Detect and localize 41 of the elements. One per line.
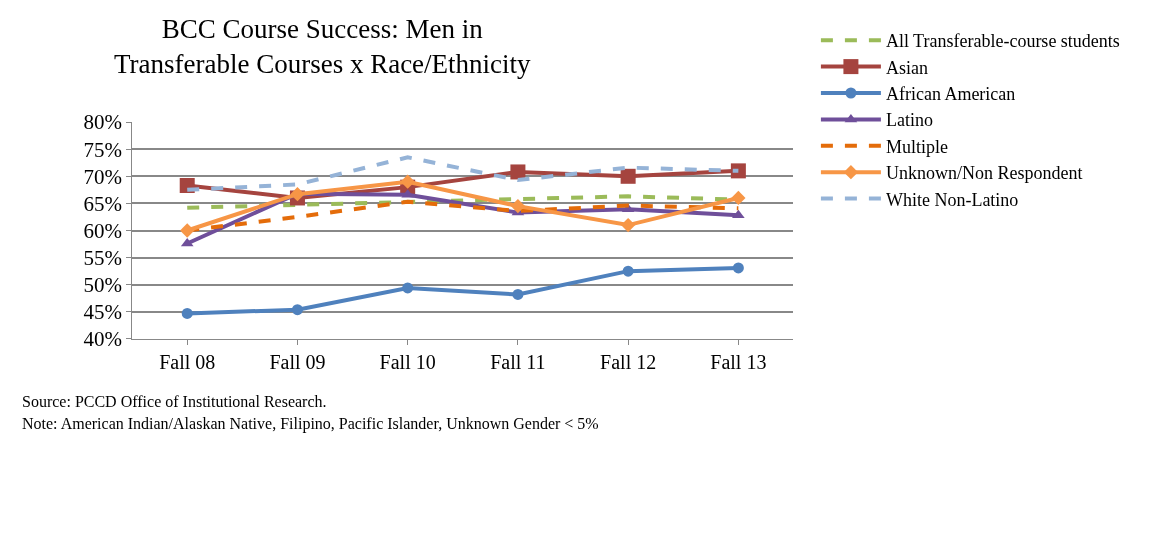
x-tick-label: Fall 09: [269, 350, 326, 373]
x-tick-label: Fall 13: [710, 350, 767, 373]
point: [291, 304, 303, 316]
point: [510, 164, 526, 180]
legend-label: Latino: [885, 110, 933, 131]
point: [732, 262, 744, 274]
y-tick-label: 50%: [83, 273, 122, 298]
text: Note: American Indian/Alaskan Native, Filipino, Pacific Islander, Unknown Gender < 5%: [22, 415, 599, 433]
y-tick-label: 55%: [83, 245, 122, 270]
point: [620, 217, 636, 233]
y-tick-label: 65%: [83, 191, 122, 216]
point: [400, 174, 415, 189]
x-tick-label: Fall 11: [490, 350, 546, 373]
chart-title: BCC Course Success: Men in Transferable Courses x Race/Ethnicity: [113, 13, 532, 79]
point: [290, 187, 305, 202]
x-tick-label: Fall 08: [159, 350, 216, 373]
x-tick-label: Fall 10: [379, 350, 436, 373]
x-tick-label: Fall 12: [600, 350, 657, 373]
legend-label: Multiple: [885, 136, 948, 157]
point: [510, 198, 526, 214]
y-tick-label: 40%: [83, 327, 122, 352]
legend-label: All Transferable-course students: [885, 31, 1120, 52]
point: [732, 209, 745, 219]
point: [180, 223, 195, 238]
legend-label: Asian: [885, 57, 928, 78]
point: [622, 265, 634, 277]
point: [512, 288, 524, 300]
y-tick-label: 45%: [83, 300, 122, 325]
point: [730, 163, 746, 179]
point: [402, 282, 414, 294]
y-tick-label: 60%: [83, 218, 122, 243]
point: [181, 307, 193, 319]
y-tick-label: 70%: [83, 164, 122, 189]
point: [731, 190, 746, 206]
y-tick-label: 75%: [83, 137, 122, 162]
y-tick-label: 80%: [83, 110, 122, 135]
source-note: Source: PCCD Office of Institutional Research.: [22, 393, 327, 410]
point: [620, 168, 636, 184]
legend-label: White Non-Latino: [885, 189, 1019, 210]
legend-label: African American: [885, 84, 1016, 105]
legend-label: Unknown/Non Respondent: [885, 163, 1083, 184]
